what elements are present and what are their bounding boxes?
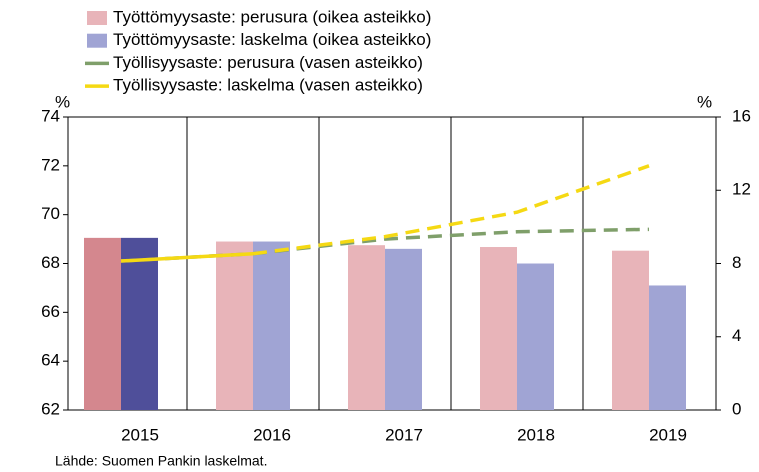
y-tick-label: 72	[41, 155, 60, 174]
y2-tick-label: 4	[732, 326, 741, 345]
legend-label: Työllisyysaste: perusura (vasen asteikko…	[113, 53, 423, 72]
x-tick-label: 2018	[517, 425, 555, 444]
x-tick-label: 2019	[649, 425, 687, 444]
y-unit: %	[55, 92, 70, 111]
bar	[348, 245, 385, 410]
legend-label: Työllisyysaste: laskelma (vasen asteikko…	[113, 76, 423, 95]
y-tick-label: 64	[41, 351, 60, 370]
bar	[480, 247, 517, 410]
bar	[517, 263, 554, 410]
y-tick-label: 62	[41, 399, 60, 418]
bar	[385, 248, 422, 410]
x-tick-label: 2016	[253, 425, 291, 444]
y2-tick-label: 0	[732, 399, 741, 418]
y2-tick-label: 12	[732, 180, 751, 199]
x-tick-label: 2015	[121, 425, 159, 444]
bar	[253, 241, 290, 410]
bar	[649, 285, 686, 410]
bar	[216, 241, 253, 410]
y-tick-label: 70	[41, 204, 60, 223]
legend-label: Työttömyysaste: perusura (oikea asteikko…	[113, 7, 431, 26]
legend-swatch	[87, 33, 107, 48]
y-tick-label: 74	[41, 106, 60, 125]
y2-tick-label: 8	[732, 253, 741, 272]
y-tick-label: 66	[41, 302, 60, 321]
bar	[121, 237, 158, 410]
line	[252, 164, 650, 256]
x-tick-label: 2017	[385, 425, 423, 444]
line	[120, 251, 254, 263]
y-tick-label: 68	[41, 253, 60, 272]
bar	[612, 250, 649, 410]
y2-unit: %	[697, 92, 712, 111]
y2-tick-label: 16	[732, 106, 751, 125]
legend-swatch	[87, 11, 107, 25]
bar	[84, 237, 121, 410]
legend-label: Työttömyysaste: laskelma (oikea asteikko…	[113, 30, 431, 49]
source: Lähde: Suomen Pankin laskelmat.	[55, 453, 267, 469]
